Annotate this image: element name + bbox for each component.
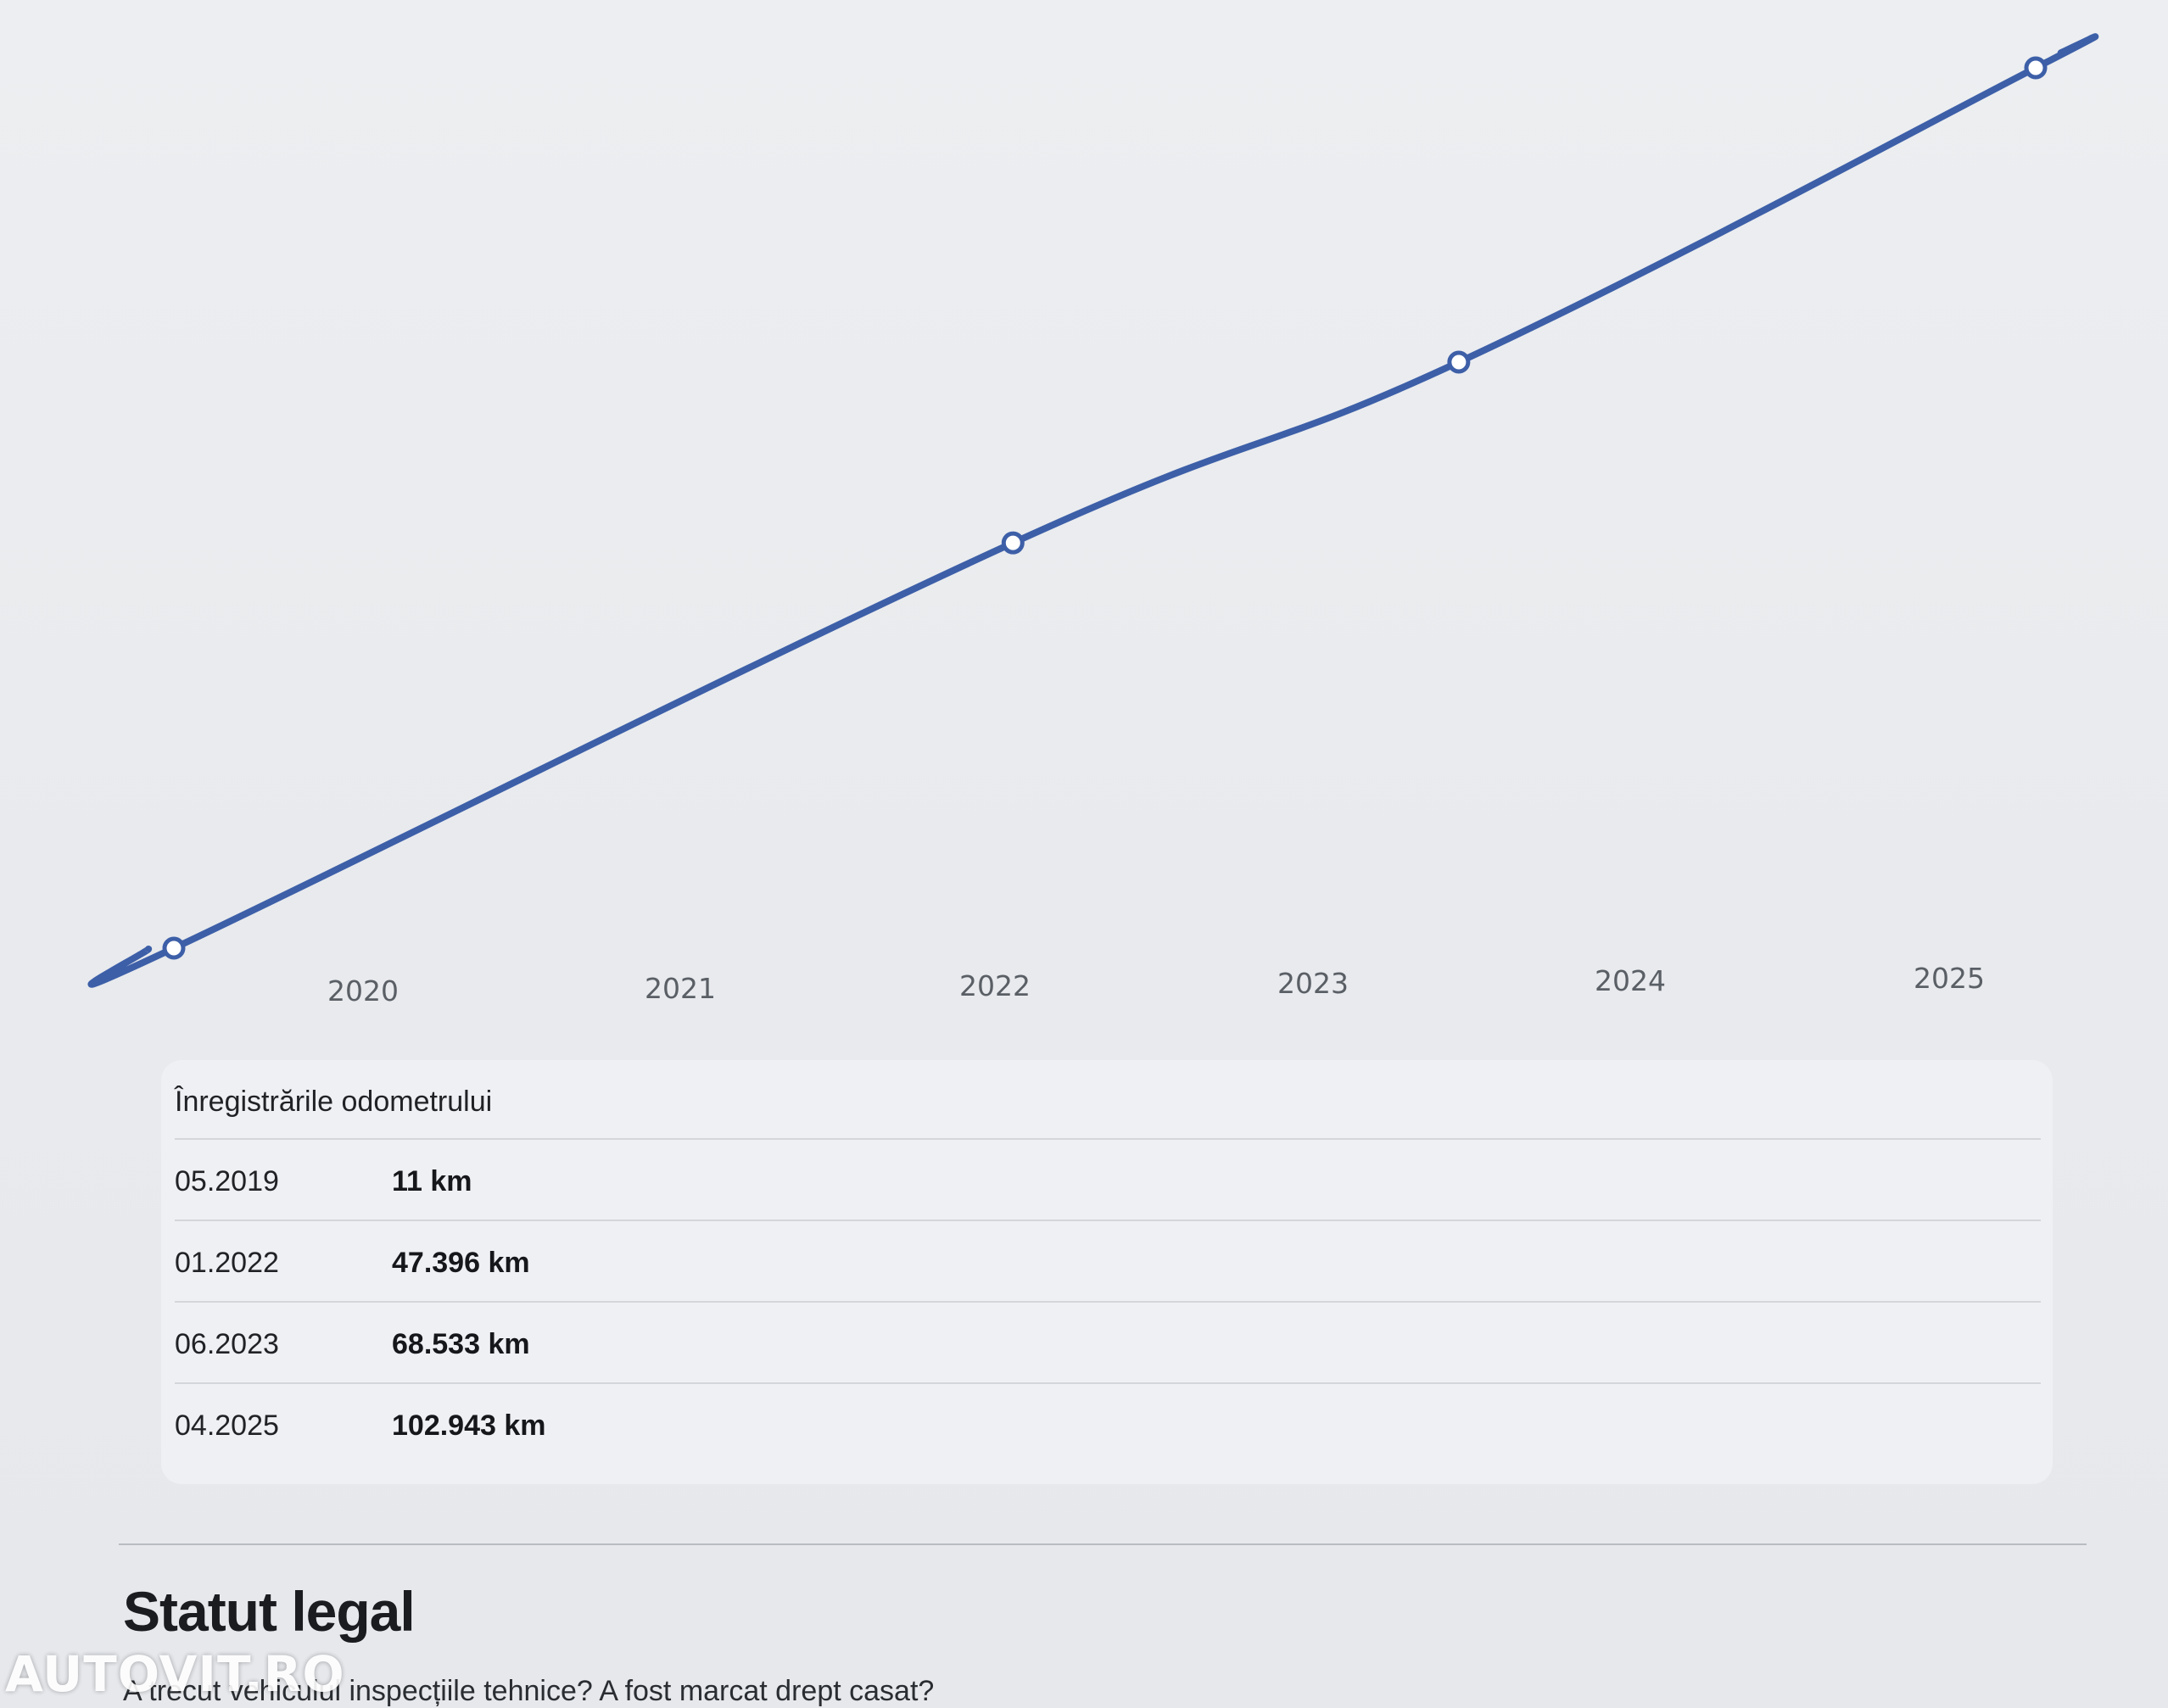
- record-date: 05.2019: [175, 1165, 279, 1197]
- x-tick-label: 2024: [1595, 964, 1666, 997]
- table-row: 06.2023 68.533 km: [175, 1301, 2041, 1384]
- record-date: 01.2022: [175, 1247, 279, 1279]
- table-row: 05.2019 11 km: [175, 1138, 2041, 1221]
- x-tick-label: 2021: [645, 972, 716, 1005]
- x-tick-label: 2025: [1914, 962, 1985, 995]
- odometer-records-card: Înregistrările odometrului 05.2019 11 km…: [161, 1060, 2053, 1484]
- odometer-records-title: Înregistrările odometrului: [175, 1086, 493, 1118]
- x-tick-label: 2022: [959, 969, 1031, 1002]
- legal-status-subtitle: A trecut vehiculul inspecțiile tehnice? …: [123, 1675, 935, 1707]
- record-km: 11 km: [392, 1165, 472, 1197]
- table-row: 04.2025 102.943 km: [175, 1382, 2041, 1465]
- data-point: [162, 936, 186, 960]
- table-row: 01.2022 47.396 km: [175, 1220, 2041, 1303]
- legal-status-heading: Statut legal: [123, 1580, 416, 1643]
- odometer-chart: 2020 2021 2022 2023 2024 2025: [87, 33, 2099, 1007]
- record-km: 102.943 km: [392, 1409, 546, 1442]
- section-divider: [119, 1543, 2087, 1545]
- watermark-logo: AUTOVIT.RO: [5, 1645, 345, 1703]
- data-point: [1447, 350, 1471, 374]
- odometer-series-line: [87, 33, 2099, 988]
- record-km: 47.396 km: [392, 1247, 530, 1279]
- x-tick-label: 2023: [1277, 967, 1349, 1000]
- data-point: [2024, 56, 2048, 80]
- record-km: 68.533 km: [392, 1328, 530, 1360]
- data-point: [1001, 531, 1025, 555]
- x-tick-label: 2020: [327, 974, 399, 1007]
- record-date: 04.2025: [175, 1409, 279, 1442]
- record-date: 06.2023: [175, 1328, 279, 1360]
